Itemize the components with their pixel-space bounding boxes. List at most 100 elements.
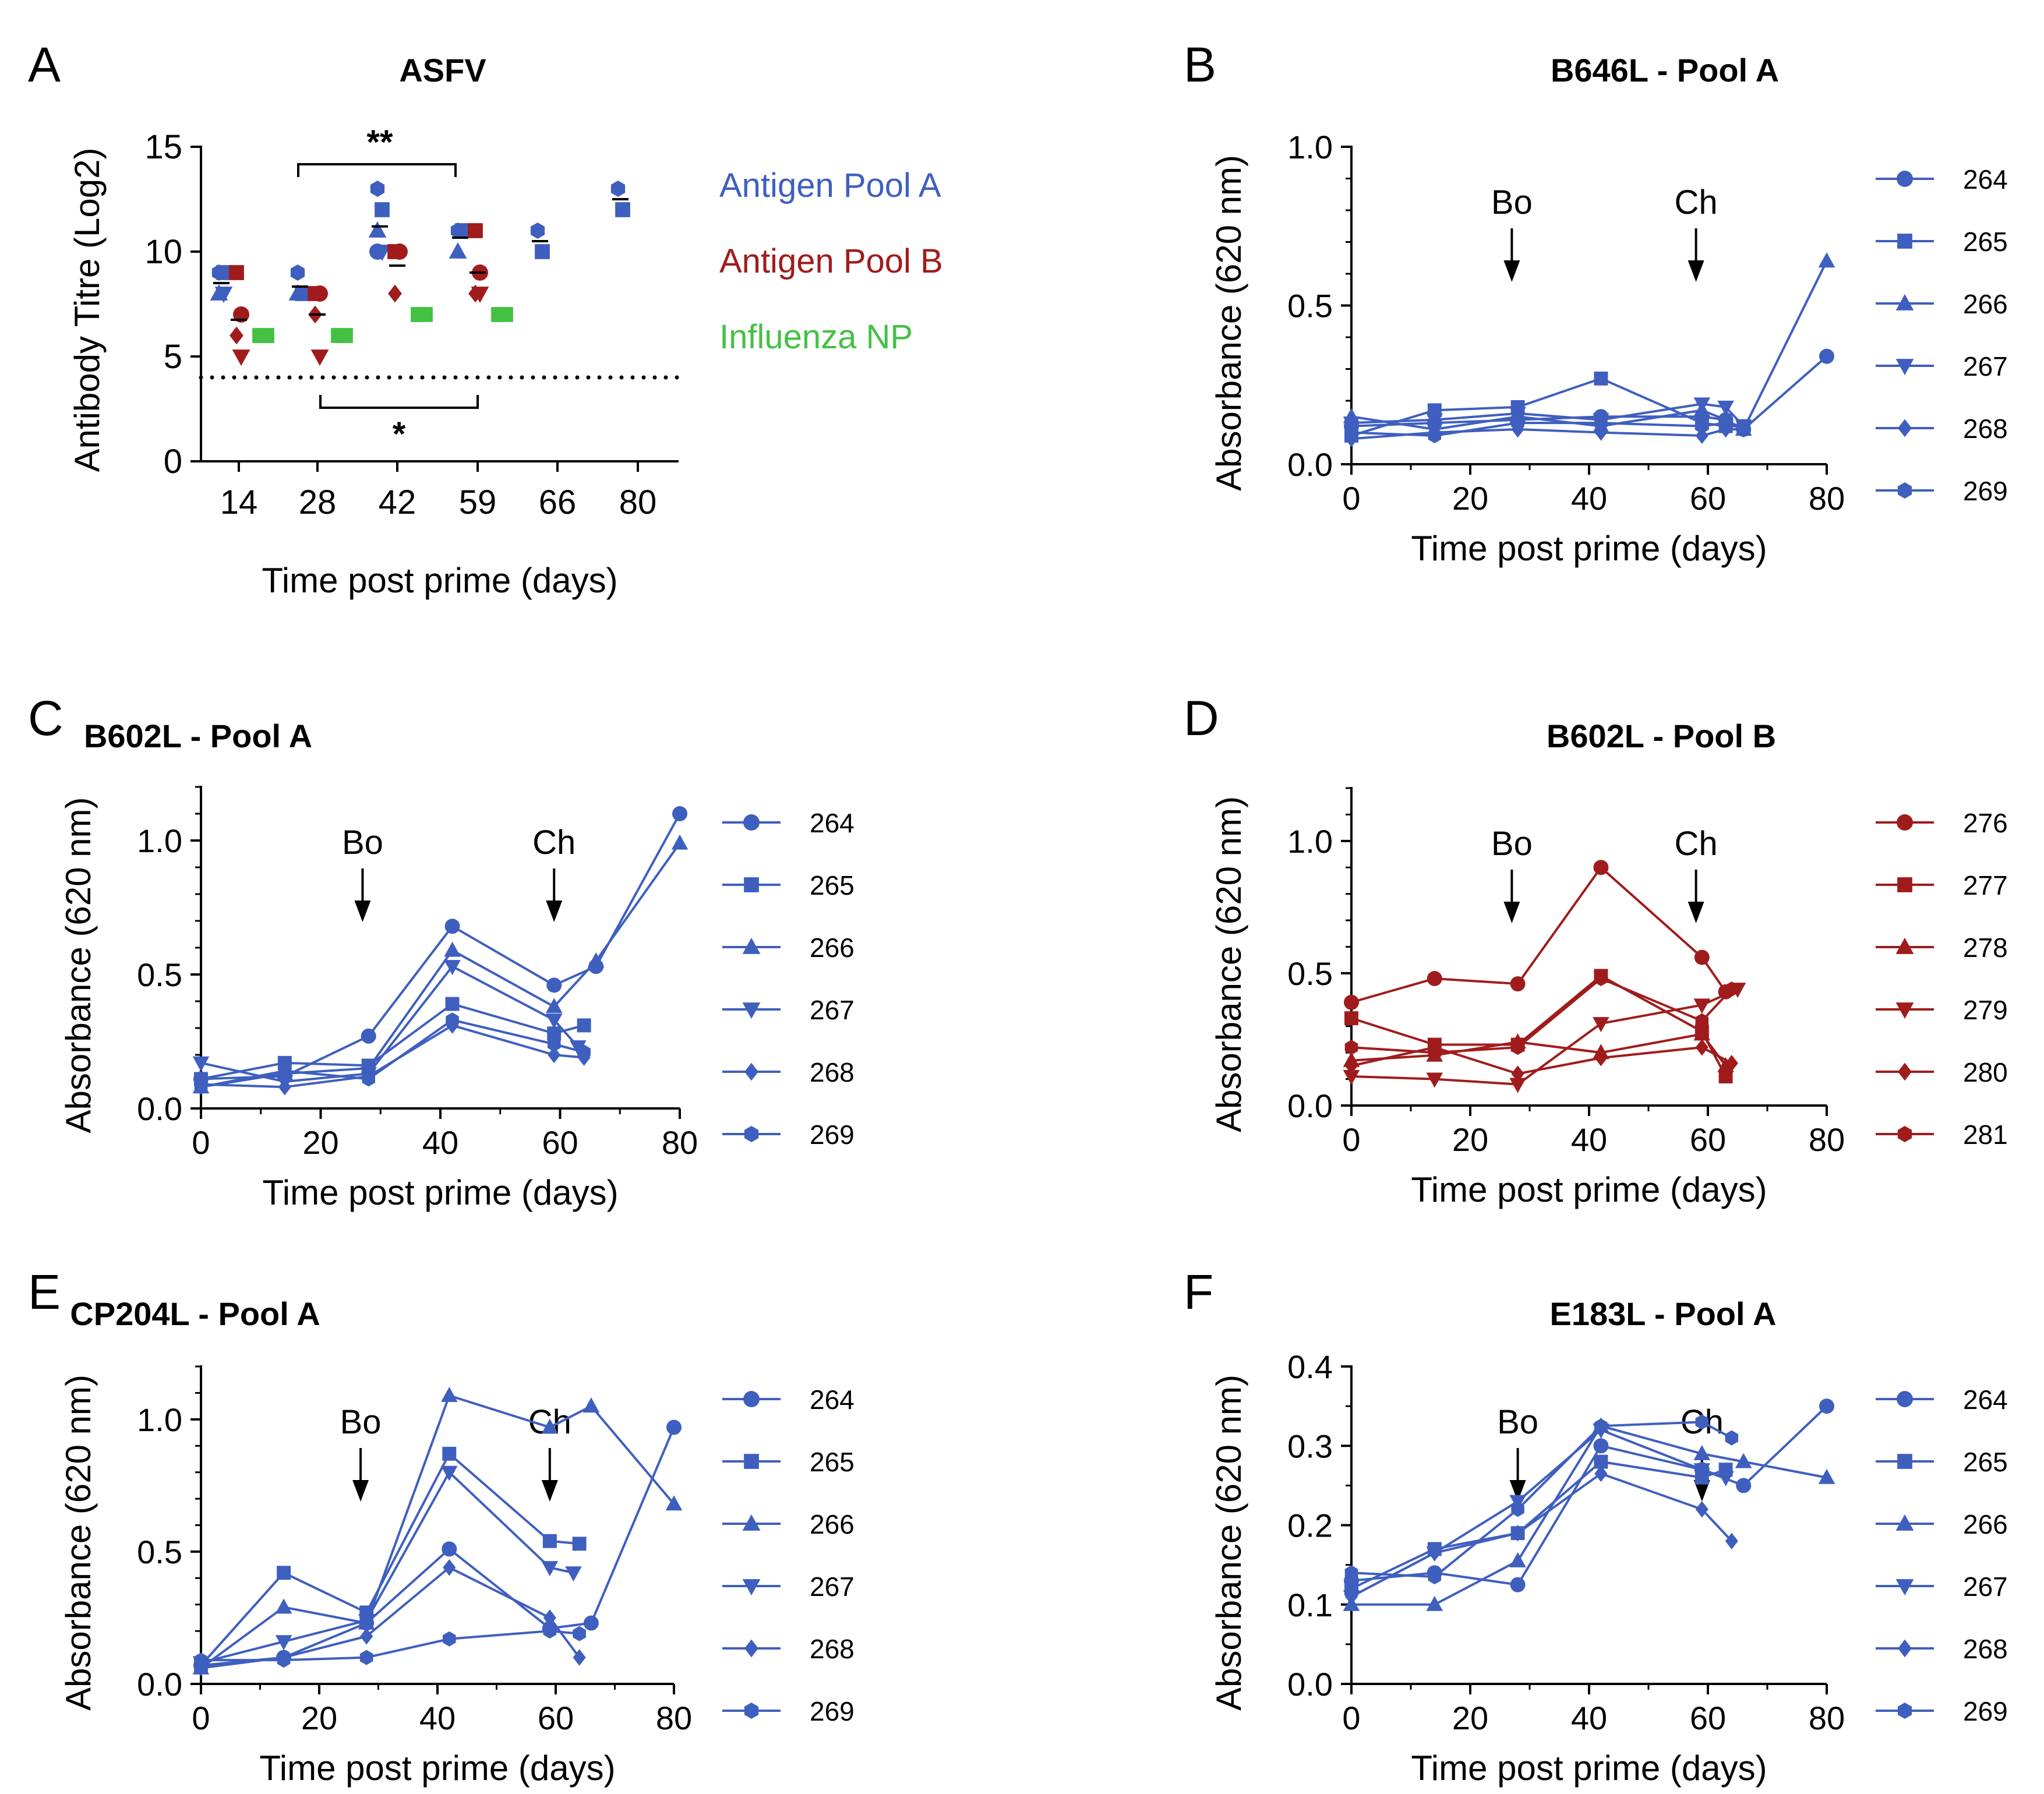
- legend-label: 264: [1963, 164, 2008, 195]
- data-point: [1593, 1438, 1609, 1454]
- x-tick-label: 20: [302, 1124, 338, 1161]
- y-tick-label: 0: [164, 443, 182, 481]
- legend-marker: [1895, 1514, 1914, 1531]
- data-point: [1818, 1468, 1835, 1484]
- annotation-Bo: Bo: [342, 824, 383, 861]
- axes: [1350, 787, 1827, 1107]
- y-tick-label: 5: [164, 338, 182, 376]
- data-point: [1510, 1577, 1526, 1592]
- panel-letter-D: D: [1184, 691, 1219, 746]
- series-line: [1351, 974, 1727, 1077]
- data-point: [1511, 1524, 1524, 1542]
- data-point: [1511, 415, 1524, 431]
- series-267: [192, 1465, 582, 1672]
- legend-marker: [1897, 877, 1912, 892]
- data-point: [194, 1079, 208, 1095]
- annotation-arrow-head: [546, 900, 563, 922]
- data-point: [577, 1018, 591, 1033]
- y-tick-label: 1.0: [137, 1401, 182, 1438]
- legend-label: 264: [810, 808, 855, 838]
- data-point: [1719, 415, 1732, 431]
- data-point: [1511, 1065, 1524, 1082]
- data-point: [546, 977, 562, 993]
- data-point: [1818, 252, 1835, 268]
- data-point: [1511, 1040, 1524, 1055]
- x-tick-label: 60: [542, 1124, 578, 1161]
- panel-B: B646L - Pool A 0 20 40 60 80 0.0 0.5 1.0 Time pos…: [1209, 52, 2008, 568]
- data-point: [1427, 971, 1442, 986]
- data-point: [388, 284, 402, 303]
- data-point: [375, 202, 390, 217]
- x-tick-label: 20: [1452, 1700, 1488, 1736]
- data-point: [545, 998, 563, 1013]
- legend: 264 265 266 267 268 269: [722, 808, 855, 1150]
- significance-label: *: [393, 415, 406, 453]
- x-tick-label: 40: [422, 1124, 458, 1161]
- legend-item: 281: [1876, 1120, 2008, 1150]
- data-point: [1725, 981, 1739, 997]
- y-tick-label: 1.0: [1287, 129, 1333, 165]
- data-point: [572, 1537, 587, 1551]
- data-point: [1426, 1072, 1443, 1088]
- data-point: [1819, 348, 1834, 364]
- significance-bracket: [297, 163, 457, 177]
- x-tick-label: 0: [192, 1124, 210, 1161]
- data-point: [214, 287, 233, 303]
- data-point: [445, 997, 460, 1011]
- series-line: [1351, 1424, 1827, 1606]
- data-point: [1717, 1471, 1734, 1486]
- annotation-Bo: Bo: [1491, 183, 1533, 221]
- group-label: Antigen Pool B: [719, 242, 943, 280]
- legend-label: 265: [810, 870, 855, 900]
- legend-marker: [1897, 814, 1913, 831]
- series-269: [194, 1623, 586, 1668]
- significance-bracket: [319, 395, 479, 409]
- series-269: [1344, 415, 1750, 443]
- data-point: [446, 1012, 459, 1028]
- series-antigen-pool-b-42: [387, 243, 408, 303]
- panel-A: ASFV 0 5 10 15 14 28 42 59 66 80 Time post prime (d…: [68, 52, 943, 600]
- legend-item: 280: [1876, 1057, 2008, 1087]
- annotation-arrow-head: [1688, 902, 1704, 923]
- x-tick-label: 66: [539, 483, 577, 521]
- series-266: [1343, 1417, 1835, 1611]
- data-point: [370, 181, 385, 197]
- data-point: [1344, 1588, 1358, 1605]
- x-tick-label: 40: [419, 1700, 456, 1736]
- data-point: [1428, 428, 1442, 443]
- legend-item: 267: [722, 995, 855, 1025]
- series-280: [1344, 1039, 1738, 1082]
- annotation-arrow-head: [1503, 260, 1520, 282]
- data-point: [278, 1063, 292, 1079]
- data-point: [1594, 371, 1608, 386]
- legend-marker: [1895, 1579, 1914, 1596]
- data-point: [441, 1465, 458, 1481]
- series-276: [1344, 860, 1734, 1010]
- legend-label: 269: [810, 1696, 855, 1726]
- x-tick-label: 80: [1809, 480, 1845, 517]
- legend-marker: [1898, 1062, 1912, 1081]
- data-point: [1344, 1565, 1358, 1581]
- legend-marker: [1897, 1454, 1912, 1469]
- series-268: [194, 1017, 591, 1096]
- legend: 264 265 266 267 268 269: [722, 1385, 855, 1726]
- x-tick-label: 60: [538, 1700, 574, 1736]
- series-line: [1351, 1428, 1727, 1598]
- data-point: [1695, 1039, 1708, 1056]
- legend-marker: [1897, 1391, 1913, 1407]
- x-tick-label: 59: [459, 483, 497, 521]
- series-antigen-pool-a-14: [210, 264, 233, 303]
- series-264: [193, 806, 687, 1087]
- data-point: [541, 1561, 559, 1577]
- data-point: [1344, 1057, 1358, 1075]
- annotation-Ch: Ch: [532, 824, 576, 861]
- data-point: [194, 1652, 208, 1668]
- x-axis-label: Time post prime (days): [1411, 1749, 1767, 1788]
- legend-marker: [1895, 1002, 1914, 1019]
- data-point: [369, 243, 386, 260]
- data-point: [1694, 949, 1710, 965]
- data-point: [1426, 1595, 1443, 1611]
- legend-marker: [744, 877, 759, 892]
- data-point: [216, 265, 231, 280]
- legend-marker: [743, 1391, 760, 1407]
